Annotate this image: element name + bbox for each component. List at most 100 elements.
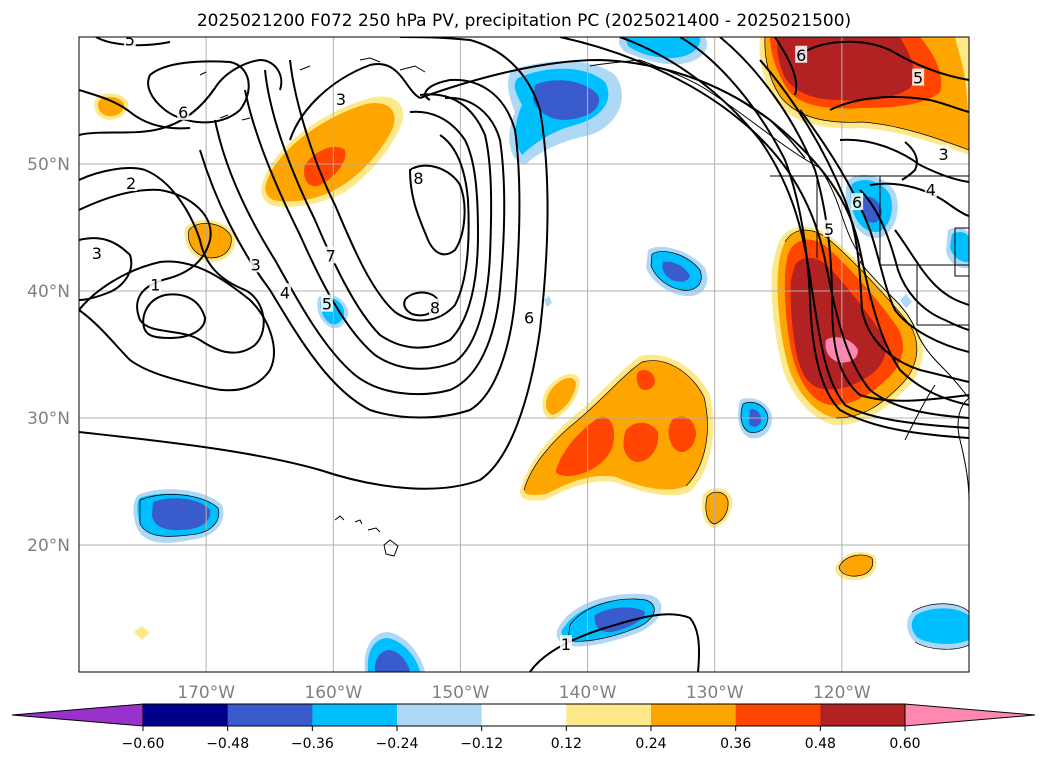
- precipitation-pc-shading: [94, 37, 969, 672]
- pv-contour-label: 3: [938, 145, 948, 164]
- lat-tick-label: 30°N: [27, 409, 70, 429]
- pv-contour: [774, 37, 798, 96]
- pv-contour-label: 4: [926, 180, 936, 199]
- contour-label-bg: [125, 174, 138, 192]
- pv-contour: [759, 59, 969, 383]
- colorbar-tick-label: 0.24: [635, 736, 666, 752]
- pv-contour-label: 3: [336, 90, 346, 109]
- colorbar-tick-label: −0.36: [291, 736, 334, 752]
- colorbar-swatch: [227, 704, 313, 726]
- precip-region: [702, 488, 733, 528]
- colorbar-tick-label: 0.48: [805, 736, 836, 752]
- pv-contours: [79, 37, 969, 672]
- colorbar-swatch: [397, 704, 483, 726]
- pv-contour: [244, 89, 493, 370]
- coastline: [639, 59, 821, 169]
- pv-contour: [859, 189, 969, 331]
- contour-label-bg: [249, 255, 262, 273]
- lon-tick-label: 120°W: [813, 683, 871, 703]
- pv-contour-label: 1: [561, 635, 571, 654]
- colorbar-swatch: [312, 704, 398, 726]
- pv-contour-label: 8: [430, 299, 440, 318]
- pv-contour: [679, 37, 969, 439]
- pv-contour: [839, 138, 969, 183]
- contour-label-bg: [795, 45, 808, 63]
- colorbar-swatch: [143, 704, 229, 726]
- colorbar-tick-label: 0.12: [551, 736, 582, 752]
- contour-label-bg: [559, 635, 572, 653]
- pv-contour-label: 2: [126, 174, 136, 193]
- pv-contour: [419, 58, 969, 406]
- lon-tick-label: 150°W: [432, 683, 490, 703]
- pv-contour: [214, 96, 506, 396]
- pv-contour: [199, 78, 521, 419]
- colorbar-tick-label: −0.60: [122, 736, 165, 752]
- pv-contour-label: 6: [852, 193, 862, 212]
- pv-contour: [79, 237, 133, 301]
- colorbar-swatch: [566, 704, 652, 726]
- pv-contour: [719, 37, 969, 402]
- contour-label-bg: [324, 246, 337, 264]
- precip-region: [133, 489, 224, 543]
- pv-contour: [619, 37, 969, 429]
- pv-contour: [894, 229, 969, 306]
- contour-label-bg: [412, 168, 425, 186]
- contour-label-bg: [523, 308, 536, 326]
- pv-contour: [79, 167, 265, 354]
- colorbar-swatch: [651, 704, 737, 726]
- pv-contour-label: 7: [326, 246, 336, 265]
- contour-label-bg: [278, 283, 291, 301]
- colorbar-frame: [142, 703, 906, 727]
- pv-contour: [264, 69, 480, 349]
- figure-title: 2025021200 F072 250 hPa PV, precipitatio…: [197, 11, 851, 31]
- colorbar-tick-label: −0.48: [206, 736, 249, 752]
- contour-label-bg: [90, 243, 103, 261]
- lon-tick-label: 130°W: [686, 683, 744, 703]
- precip-region: [94, 93, 129, 120]
- pv-contour: [79, 37, 549, 490]
- pv-contour: [529, 613, 700, 672]
- pv-contour-label: 6: [796, 46, 806, 65]
- contour-label-bg: [429, 298, 441, 316]
- pv-contour: [829, 96, 969, 113]
- lon-tick-label: 140°W: [559, 683, 617, 703]
- pv-contour: [79, 89, 191, 130]
- colorbar-swatch: [735, 704, 821, 726]
- precip-region: [544, 296, 552, 307]
- lon-tick-label: 160°W: [304, 683, 362, 703]
- lat-tick-label: 50°N: [27, 155, 70, 175]
- contour-label-bg: [823, 219, 836, 237]
- coastline: [904, 384, 936, 441]
- pv-contour-label: 3: [251, 255, 261, 274]
- contour-label-bg: [912, 68, 925, 86]
- pv-contour-label: 5: [913, 69, 923, 88]
- contour-label-bg: [937, 144, 950, 162]
- pv-contour: [869, 182, 969, 217]
- colorbar-tick-label: 0.36: [720, 736, 751, 752]
- pv-contour-label: 6: [178, 103, 188, 122]
- precip-region: [646, 246, 708, 297]
- lat-tick-label: 20°N: [27, 536, 70, 556]
- precip-region: [134, 626, 150, 640]
- longitude-tick-labels: 170°W 160°W 150°W 140°W 130°W 120°W: [177, 683, 871, 703]
- pv-contour-label: 4: [280, 283, 290, 302]
- pv-contour: [901, 141, 918, 181]
- coastline: [334, 515, 399, 557]
- lat-tick-label: 40°N: [27, 282, 70, 302]
- precip-region: [845, 174, 898, 239]
- contour-label-bg: [320, 294, 333, 312]
- contour-label-bg: [851, 193, 864, 211]
- pv-contour: [142, 293, 207, 340]
- pv-contour: [79, 58, 283, 136]
- pv-contour-label: 5: [125, 31, 135, 50]
- latitude-tick-labels: 20°N 30°N 40°N 50°N: [27, 155, 70, 556]
- colorbar-swatch: [481, 704, 567, 726]
- precip-region: [907, 603, 969, 650]
- pv-contour: [799, 109, 969, 353]
- lon-tick-label: 170°W: [177, 683, 235, 703]
- colorbar-under-extension: [11, 703, 144, 727]
- pv-contour-label: 3: [92, 244, 102, 263]
- pv-contour: [799, 40, 969, 81]
